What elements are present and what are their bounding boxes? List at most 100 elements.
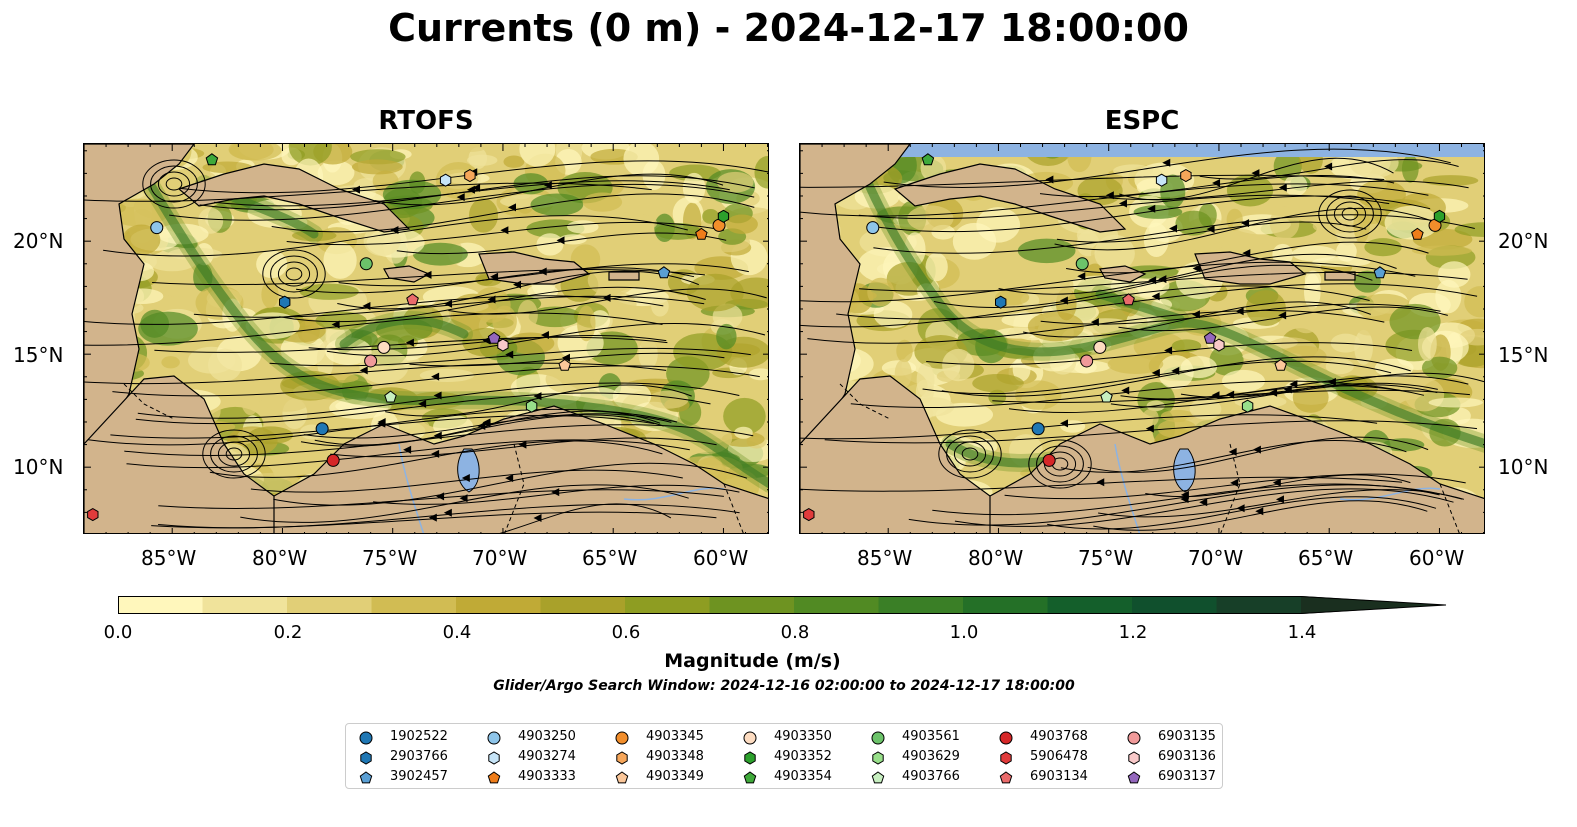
legend-label: 4903561 <box>902 729 960 744</box>
magnitude-patch <box>639 336 659 350</box>
legend-label: 4903349 <box>646 769 704 784</box>
streamline-arrow <box>472 183 481 192</box>
float-marker <box>921 153 935 166</box>
magnitude-patch <box>325 337 372 366</box>
streamline-arrow <box>551 488 560 497</box>
lon-label-70w-espc: 70°W <box>1188 546 1244 570</box>
colorbar-segment <box>1132 596 1218 614</box>
colorbar-tick: 0.4 <box>442 622 472 643</box>
magnitude-patch <box>108 198 169 227</box>
streamline-arrow <box>1235 307 1244 316</box>
float-marker <box>1433 209 1446 223</box>
streamline-arrow <box>1324 162 1333 171</box>
legend-marker-icon <box>871 771 885 784</box>
magnitude-patch <box>363 225 401 256</box>
streamline-arrow <box>1230 478 1239 487</box>
magnitude-patch <box>686 273 744 312</box>
magnitude-patch <box>1437 261 1471 288</box>
magnitude-patch <box>1269 206 1300 240</box>
land-mass <box>478 251 591 285</box>
colorbar-segment <box>709 596 795 614</box>
eddy-streamline <box>217 441 251 467</box>
float-marker <box>1241 399 1254 413</box>
magnitude-patch <box>702 209 720 224</box>
magnitude-patch <box>972 373 1024 393</box>
float-marker <box>695 227 708 240</box>
streamline-arrow <box>1151 292 1160 301</box>
magnitude-patch <box>873 300 913 329</box>
eddy-streamline <box>165 177 183 191</box>
lon-label-65w-espc: 65°W <box>1298 546 1354 570</box>
streamlines <box>800 148 1484 531</box>
legend-label: 6903135 <box>1158 729 1216 744</box>
streamline-arrow <box>1162 158 1171 167</box>
streamline-arrow <box>507 203 516 212</box>
magnitude-patch <box>559 234 587 245</box>
streamline-arrow <box>1118 199 1127 208</box>
colorbar-segment <box>540 596 626 614</box>
magnitude-patch <box>1171 339 1202 353</box>
legend-marker <box>871 771 885 784</box>
lon-label-85w-espc: 85°W <box>857 546 913 570</box>
float-marker <box>717 209 730 223</box>
magnitude-patch <box>1284 174 1308 197</box>
lat-label-15n-right: 15°N <box>1498 343 1549 367</box>
magnitude-patch <box>721 431 765 447</box>
magnitude-patch <box>323 241 357 279</box>
float-legend: 1902522 2903766 3902457 4903250 4903274 49033… <box>345 723 1223 789</box>
streamline-arrow <box>513 280 522 289</box>
streamline-arrow <box>1151 368 1160 377</box>
streamline-arrow <box>482 336 491 345</box>
eddy-streamline <box>210 435 258 473</box>
float-marker <box>1180 169 1192 183</box>
colorbar-segment <box>963 596 1049 614</box>
streamline-arrow <box>1145 424 1154 433</box>
current-band-halo <box>335 311 473 353</box>
streamline-arrow <box>543 181 552 190</box>
magnitude-patch <box>536 233 564 256</box>
float-marker <box>1373 266 1387 279</box>
magnitude-patch <box>1032 223 1054 239</box>
eddy-streamline <box>150 165 198 203</box>
streamline-arrow <box>1228 447 1237 456</box>
colorbar-tick: 0.0 <box>103 622 133 643</box>
axis-ticks <box>800 144 1484 533</box>
espc-current-map <box>799 143 1485 534</box>
magnitude-patch <box>1017 238 1076 264</box>
legend-label: 4903354 <box>774 769 832 784</box>
eddy-streamline <box>285 267 303 281</box>
streamline-arrow <box>1121 386 1130 395</box>
streamline-arrow <box>1148 276 1157 285</box>
magnitude-patch <box>241 384 260 416</box>
streamline-arrow <box>390 226 399 235</box>
streamline-arrow <box>418 399 427 408</box>
magnitude-patch <box>915 379 934 404</box>
streamline-arrow <box>505 350 514 359</box>
lat-label-15n-left: 15°N <box>13 343 64 367</box>
colorbar-tick: 0.2 <box>273 622 303 643</box>
streamline-arrow <box>1275 495 1284 504</box>
float-marker <box>1042 453 1056 467</box>
eddy-streamline <box>961 447 979 461</box>
strong-current-band <box>339 315 469 349</box>
magnitude-patch <box>261 280 279 309</box>
streamline-arrow <box>405 338 414 347</box>
magnitude-patch <box>623 144 660 177</box>
land-mass <box>84 375 294 533</box>
magnitude-patch <box>1428 397 1484 408</box>
streamline-arrow <box>1164 346 1173 355</box>
magnitude-patch <box>723 397 766 435</box>
legend-marker-icon <box>615 771 629 784</box>
float-marker <box>525 399 538 413</box>
legend-label: 4903348 <box>646 749 704 764</box>
legend-label: 4903629 <box>902 749 960 764</box>
magnitude-patch <box>748 368 768 381</box>
eddy-streamline <box>1326 195 1374 233</box>
colorbar-tick: 1.0 <box>949 622 979 643</box>
lon-label-75w-rtofs: 75°W <box>362 546 418 570</box>
magnitude-patch <box>351 159 403 175</box>
magnitude-patch <box>299 283 359 300</box>
magnitude-patch <box>228 144 274 161</box>
float-marker <box>1093 340 1107 354</box>
panel-title-rtofs: RTOFS <box>378 106 474 136</box>
